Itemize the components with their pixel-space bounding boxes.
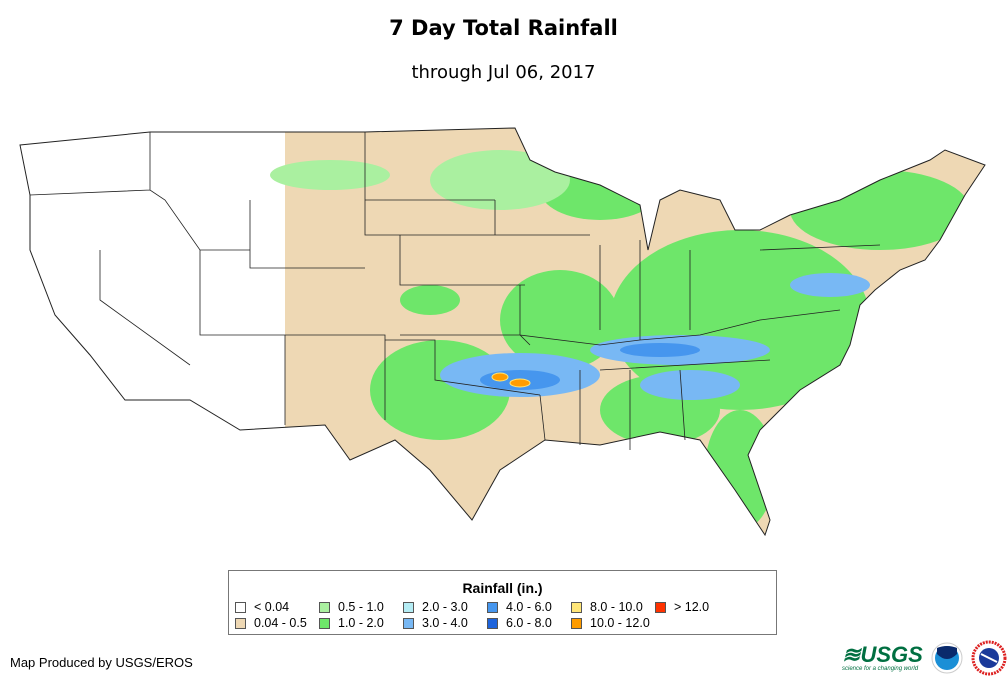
- nws-logo: [971, 640, 1007, 676]
- legend-swatch: [235, 617, 246, 629]
- extreme-rain-areas: [491, 372, 531, 388]
- legend-label: > 12.0: [674, 600, 710, 614]
- credit-text: Map Produced by USGS/EROS: [10, 655, 193, 670]
- legend-item: 0.04 - 0.5: [235, 615, 319, 631]
- legend-swatch: [487, 617, 498, 629]
- legend-swatch: [235, 601, 246, 613]
- legend-swatch: [487, 601, 498, 613]
- legend-label: 10.0 - 12.0: [590, 616, 650, 630]
- legend-items: < 0.04 0.04 - 0.5 0.5 - 1.0 1.0 - 2.0 2.0 - …: [235, 599, 776, 631]
- state-borders: [29, 132, 881, 450]
- legend-swatch: [319, 601, 330, 613]
- legend: Rainfall (in.) < 0.04 0.04 - 0.5 0.5 - 1.0…: [228, 570, 777, 635]
- legend-item: 8.0 - 10.0: [571, 599, 655, 615]
- legend-item: < 0.04: [235, 599, 319, 615]
- legend-label: 3.0 - 4.0: [422, 616, 468, 630]
- rainfall-map: [19, 127, 986, 537]
- agency-logos: ≋USGS science for a changing world: [842, 640, 1007, 676]
- legend-item: 2.0 - 3.0: [403, 599, 487, 615]
- legend-label: 2.0 - 3.0: [422, 600, 468, 614]
- legend-item: 6.0 - 8.0: [487, 615, 571, 631]
- legend-swatch: [571, 601, 582, 613]
- legend-item: 1.0 - 2.0: [319, 615, 403, 631]
- us-outline: [19, 127, 986, 537]
- noaa-logo: [931, 642, 963, 674]
- legend-label: 6.0 - 8.0: [506, 616, 552, 630]
- legend-title: Rainfall (in.): [462, 580, 543, 596]
- legend-swatch: [403, 601, 414, 613]
- legend-item: 10.0 - 12.0: [571, 615, 655, 631]
- legend-item: 4.0 - 6.0: [487, 599, 571, 615]
- legend-label: < 0.04: [254, 600, 290, 614]
- legend-label: 0.5 - 1.0: [338, 600, 384, 614]
- map-subtitle: through Jul 06, 2017: [411, 62, 596, 83]
- legend-item: 0.5 - 1.0: [319, 599, 403, 615]
- legend-swatch: [571, 617, 582, 629]
- legend-label: 8.0 - 10.0: [590, 600, 643, 614]
- legend-swatch: [319, 617, 330, 629]
- legend-label: 0.04 - 0.5: [254, 616, 307, 630]
- usgs-logo: ≋USGS science for a changing world: [842, 642, 923, 673]
- legend-item: 3.0 - 4.0: [403, 615, 487, 631]
- legend-label: 4.0 - 6.0: [506, 600, 552, 614]
- legend-label: 1.0 - 2.0: [338, 616, 384, 630]
- legend-item: > 12.0: [655, 599, 739, 615]
- legend-swatch: [655, 601, 666, 613]
- legend-swatch: [403, 617, 414, 629]
- map-title: 7 Day Total Rainfall: [389, 16, 618, 40]
